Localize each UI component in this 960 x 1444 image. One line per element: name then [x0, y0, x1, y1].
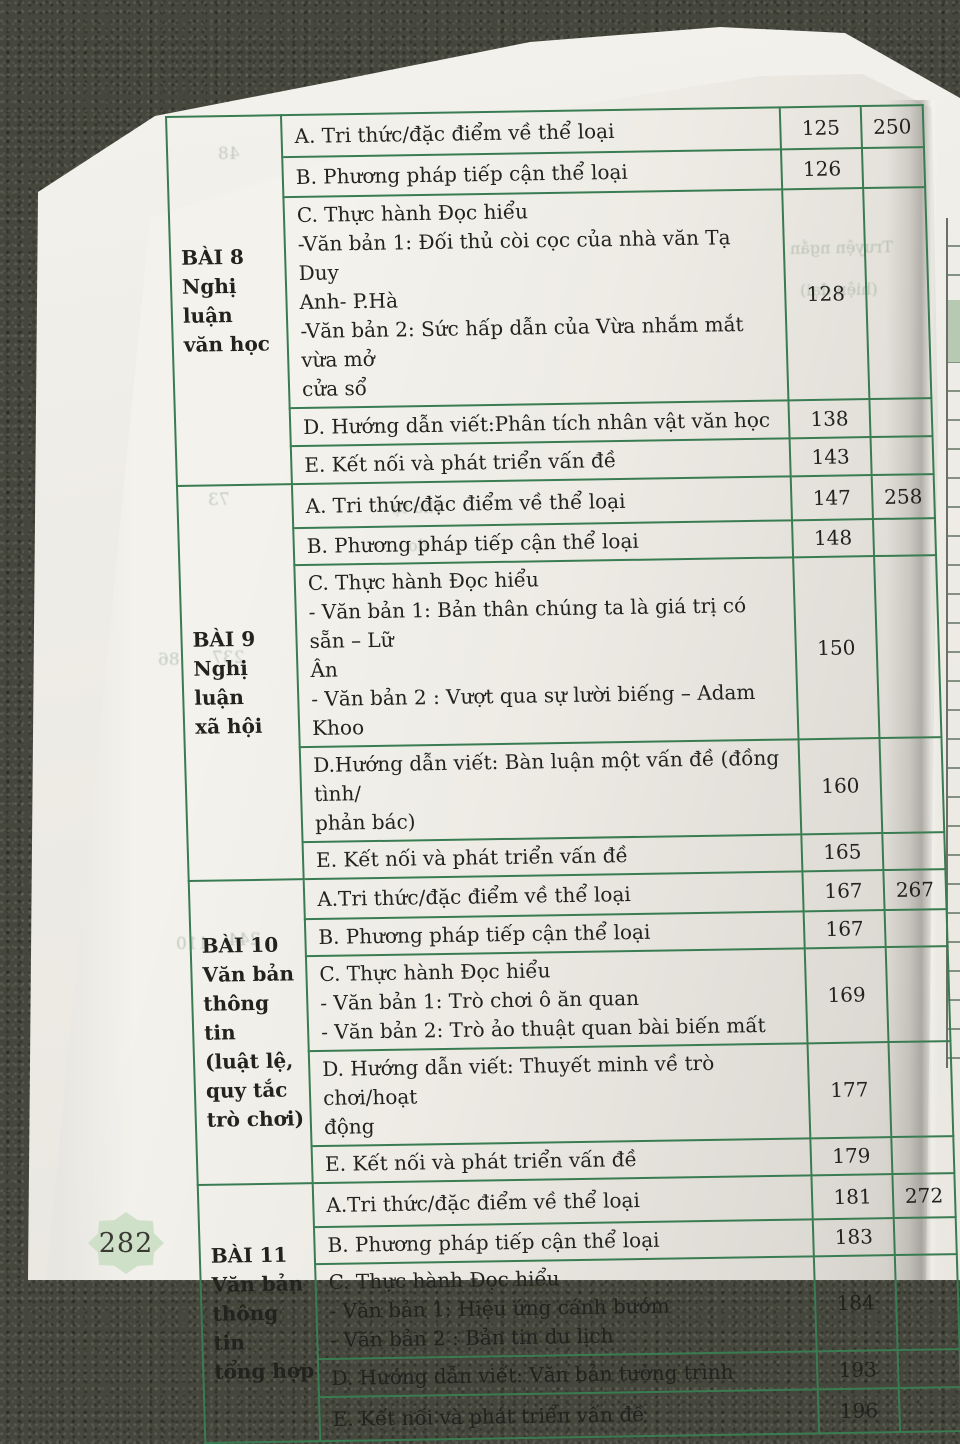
- toc-item-cell: C. Thực hành Đọc hiểu -Văn bản 1: Đối th…: [283, 189, 789, 409]
- page-number-cell: 126: [780, 148, 864, 190]
- page-number-cell: 181: [811, 1174, 894, 1220]
- toc-item-cell: A. Tri thức/đặc điểm về thể loại: [291, 476, 793, 529]
- adjacent-page-green-cell: [948, 300, 960, 362]
- page-number-cell: 167: [802, 870, 885, 912]
- alt-page-number-cell: 267: [883, 869, 947, 911]
- page-number-cell: 184: [813, 1255, 898, 1352]
- alt-page-number-cell: [898, 1387, 960, 1433]
- alt-page-number-cell: [870, 436, 934, 476]
- page-number-cell: 183: [812, 1218, 895, 1257]
- alt-page-number-cell: 258: [871, 474, 935, 520]
- alt-page-number-cell: [861, 147, 926, 189]
- alt-page-number-cell: 250: [860, 105, 924, 149]
- alt-page-number-cell: [897, 1349, 960, 1389]
- toc-item-cell: A.Tri thức/đặc điểm về thể loại: [312, 1175, 813, 1228]
- page-number-cell: 147: [790, 475, 873, 521]
- toc-item-cell: C. Thực hành Đọc hiểu - Văn bản 1: Trò c…: [305, 948, 808, 1052]
- book-page: [46, 74, 938, 1280]
- toc-item-cell: D.Hướng dẫn viết: Bàn luận một vấn đề (đ…: [299, 739, 802, 843]
- page-number-cell: 167: [803, 910, 886, 949]
- page-number-cell: 150: [793, 556, 880, 740]
- page-number-cell: 138: [788, 399, 871, 439]
- lesson-cell: BÀI 10 Văn bản thông tin (luật lệ, quy t…: [188, 879, 313, 1185]
- toc-item-cell: C. Thực hành Đọc hiểu - Văn bản 1: Bản t…: [294, 557, 799, 748]
- page-number-cell: 177: [807, 1042, 892, 1139]
- alt-page-number-cell: [893, 1217, 957, 1256]
- alt-page-number-cell: [882, 832, 946, 871]
- page-number-cell: 196: [817, 1388, 901, 1434]
- page-number-badge: 282: [88, 1212, 164, 1274]
- alt-page-number-cell: [885, 946, 951, 1043]
- alt-page-number-cell: 272: [892, 1173, 956, 1219]
- toc-item-cell: D. Hướng dẫn viết: Thuyết minh về trò ch…: [308, 1043, 811, 1147]
- page-number-cell: 179: [810, 1137, 893, 1176]
- page-number-cell: 193: [816, 1350, 899, 1390]
- toc-item-cell: C. Thực hành Đọc hiểu - Văn bản 1: Hiệu …: [315, 1256, 817, 1360]
- page-number-cell: 169: [804, 947, 889, 1044]
- lesson-cell: BÀI 9 Nghị luận xã hội: [176, 484, 304, 881]
- alt-page-number-cell: [872, 518, 937, 557]
- page-number-cell: 143: [789, 437, 872, 477]
- page-number-cell: 165: [801, 833, 884, 872]
- page-number-cell: 148: [792, 519, 875, 558]
- alt-page-number-cell: [879, 737, 945, 834]
- alt-page-number-cell: [869, 398, 933, 438]
- page-number-cell: 125: [779, 106, 862, 150]
- alt-page-number-cell: [888, 1041, 954, 1138]
- alt-page-number-cell: [891, 1136, 955, 1175]
- toc-item-cell: E. Kết nối và phát triển vấn đề: [319, 1389, 820, 1442]
- page-curl: [886, 100, 938, 1280]
- alt-page-number-cell: [884, 909, 948, 948]
- alt-page-number-cell: [894, 1254, 960, 1351]
- toc-table: BÀI 8 Nghị luận văn học A. Tri thức/đặc …: [165, 104, 960, 1444]
- page-number-cell: 128: [782, 188, 870, 401]
- lesson-cell: BÀI 11 Văn bản thông tin tổng hợp: [197, 1183, 321, 1443]
- alt-page-number-cell: [863, 187, 932, 400]
- page-number: 282: [98, 1227, 154, 1259]
- adjacent-page-edge: [946, 218, 960, 1068]
- toc-table-wrapper: BÀI 8 Nghị luận văn học A. Tri thức/đặc …: [165, 104, 960, 1444]
- page-number-cell: 160: [798, 738, 883, 835]
- alt-page-number-cell: [874, 555, 942, 739]
- lesson-cell: BÀI 8 Nghị luận văn học: [166, 115, 292, 486]
